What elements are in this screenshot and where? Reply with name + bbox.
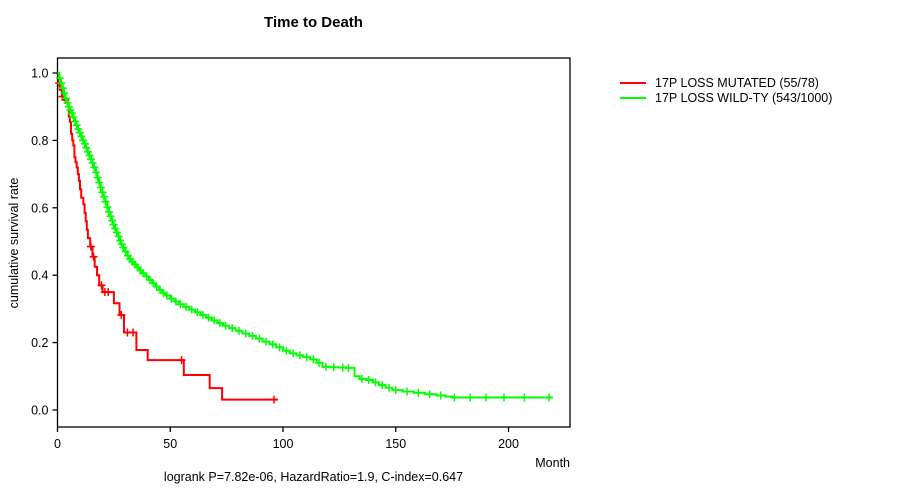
x-tick-label: 150	[385, 437, 406, 451]
legend-item-wildtype: 17P LOSS WILD-TY (543/1000)	[620, 91, 832, 105]
legend-label-wildtype: 17P LOSS WILD-TY (543/1000)	[655, 91, 833, 105]
plot-border	[56, 57, 571, 428]
survival-curve-mutated	[57, 72, 278, 401]
wildtype-line-swatch	[620, 97, 646, 99]
y-axis-label: cumulative survival rate	[7, 177, 21, 309]
y-tick-label: 0.2	[31, 336, 48, 350]
x-axis-label: Month	[535, 456, 570, 470]
y-tick-label: 0.4	[31, 269, 48, 283]
y-tick-label: 0.0	[31, 404, 48, 418]
x-tick-label: 200	[498, 437, 519, 451]
y-tick-label: 1.0	[31, 67, 48, 81]
chart-title: Time to Death	[264, 14, 363, 31]
y-tick-label: 0.8	[31, 134, 48, 148]
legend-item-mutated: 17P LOSS MUTATED (55/78)	[620, 76, 832, 90]
x-tick-label: 100	[273, 437, 294, 451]
y-tick-label: 0.6	[31, 201, 48, 215]
stats-annotation: logrank P=7.82e-06, HazardRatio=1.9, C-i…	[163, 470, 464, 484]
survival-curve-wildtype	[57, 72, 553, 399]
legend-label-mutated: 17P LOSS MUTATED (55/78)	[655, 76, 819, 90]
legend: 17P LOSS MUTATED (55/78) 17P LOSS WILD-T…	[620, 76, 832, 106]
x-tick-label: 0	[54, 437, 61, 451]
mutated-line-swatch	[620, 82, 646, 84]
x-tick-label: 50	[163, 437, 177, 451]
